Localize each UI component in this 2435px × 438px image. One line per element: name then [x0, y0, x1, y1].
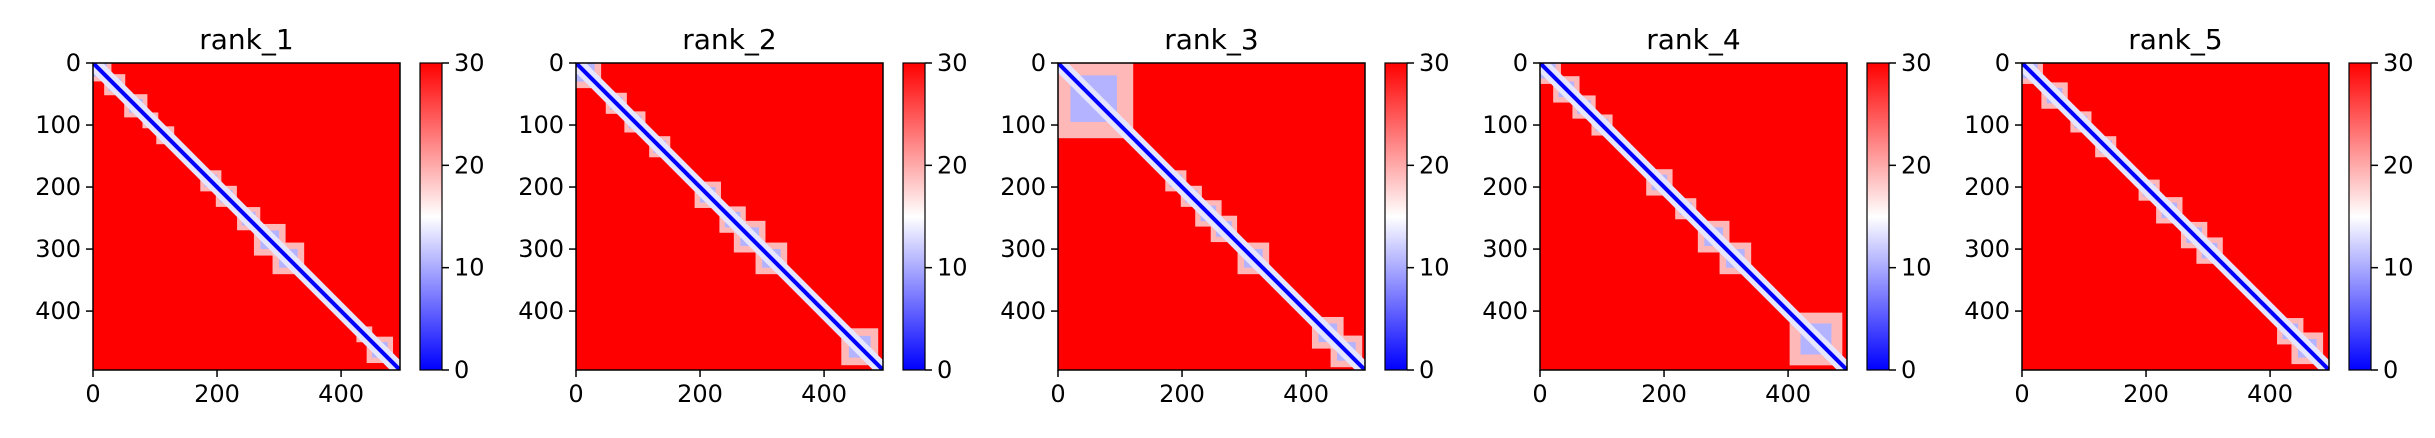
colorbar-tick-label: 20 [937, 151, 968, 179]
axes-frame [1539, 62, 1848, 371]
y-tick-label: 100 [1482, 111, 1528, 139]
x-tick-label: 0 [2014, 380, 2029, 408]
heatmap-diagonal [1540, 63, 1847, 370]
y-tick-label: 400 [1482, 297, 1528, 325]
y-tick-label: 400 [1000, 297, 1046, 325]
heatmap-panel: rank_3 0 200 400 0 100 200 300 400 0 10 20 30 [1000, 23, 1449, 408]
axes-frame [2021, 62, 2330, 371]
colorbar-tick-label: 20 [1419, 151, 1450, 179]
axes-frame [92, 62, 401, 371]
colorbar-tick-label: 0 [2383, 356, 2398, 384]
heatmap-panel: rank_2 0 200 400 0 100 200 300 400 0 10 20 30 [518, 23, 967, 408]
heatmap-diagonal [1058, 63, 1365, 370]
y-tick-label: 300 [1000, 235, 1046, 263]
y-tick-label: 200 [1000, 173, 1046, 201]
colorbar-tick-label: 30 [1901, 49, 1932, 77]
heatmap-diagonal [2022, 63, 2329, 370]
colorbar-tick-label: 10 [1901, 254, 1932, 282]
heatmap-cells [93, 63, 400, 370]
y-tick-label: 400 [1964, 297, 2010, 325]
y-tick-label: 100 [35, 111, 81, 139]
x-tick-label: 400 [801, 380, 847, 408]
y-tick-label: 400 [35, 297, 81, 325]
colorbar-tick-label: 10 [454, 254, 485, 282]
colorbar [1384, 62, 1408, 371]
y-tick-label: 400 [518, 297, 564, 325]
heatmap-cells [1058, 63, 1365, 370]
colorbar-tick-label: 20 [1901, 151, 1932, 179]
y-tick-label: 0 [1513, 49, 1528, 77]
chart-title: rank_2 [682, 23, 776, 56]
colorbar-tick-label: 30 [1419, 49, 1450, 77]
y-tick-label: 300 [518, 235, 564, 263]
chart-title: rank_5 [2128, 23, 2222, 56]
colorbar-tick-label: 10 [937, 254, 968, 282]
heatmap-cells [576, 63, 883, 370]
colorbar-tick-label: 10 [2383, 254, 2414, 282]
colorbar-tick-label: 0 [1901, 356, 1916, 384]
y-tick-label: 200 [1964, 173, 2010, 201]
colorbar-tick-label: 10 [1419, 254, 1450, 282]
y-tick-label: 200 [518, 173, 564, 201]
colorbar [902, 62, 926, 371]
x-tick-label: 200 [677, 380, 723, 408]
heatmap-cells [1540, 63, 1847, 370]
heatmap-panel: rank_1 0 200 400 0 100 200 300 400 0 10 20 30 [35, 23, 484, 408]
heatmap-cells [2022, 63, 2329, 370]
y-tick-label: 200 [35, 173, 81, 201]
x-tick-label: 0 [568, 380, 583, 408]
y-tick-label: 100 [518, 111, 564, 139]
colorbar-tick-label: 0 [1419, 356, 1434, 384]
colorbar [2348, 62, 2372, 371]
y-tick-label: 100 [1964, 111, 2010, 139]
chart-title: rank_4 [1646, 23, 1740, 56]
x-tick-label: 400 [1283, 380, 1329, 408]
y-tick-label: 0 [66, 49, 81, 77]
x-tick-label: 0 [1050, 380, 1065, 408]
x-tick-label: 400 [1765, 380, 1811, 408]
y-tick-label: 300 [1964, 235, 2010, 263]
x-tick-label: 200 [1641, 380, 1687, 408]
colorbar-tick-label: 0 [937, 356, 952, 384]
y-tick-label: 0 [549, 49, 564, 77]
x-tick-label: 200 [1159, 380, 1205, 408]
chart-title: rank_3 [1164, 23, 1258, 56]
axes-frame [1057, 62, 1366, 371]
heatmap-panel: rank_5 0 200 400 0 100 200 300 400 0 10 20 30 [1964, 23, 2413, 408]
y-tick-label: 100 [1000, 111, 1046, 139]
y-tick-label: 300 [1482, 235, 1528, 263]
colorbar-tick-label: 30 [937, 49, 968, 77]
x-tick-label: 200 [2123, 380, 2169, 408]
x-tick-label: 400 [2247, 380, 2293, 408]
colorbar-tick-label: 30 [454, 49, 485, 77]
chart-title: rank_1 [199, 23, 293, 56]
x-tick-label: 400 [318, 380, 364, 408]
colorbar [419, 62, 443, 371]
colorbar-tick-label: 30 [2383, 49, 2414, 77]
axes-frame [575, 62, 884, 371]
y-tick-label: 0 [1031, 49, 1046, 77]
colorbar [1866, 62, 1890, 371]
y-tick-label: 0 [1995, 49, 2010, 77]
x-tick-label: 200 [194, 380, 240, 408]
heatmap-panel: rank_4 0 200 400 0 100 200 300 400 0 10 20 30 [1482, 23, 1931, 408]
colorbar-tick-label: 20 [2383, 151, 2414, 179]
heatmap-diagonal [576, 63, 883, 370]
heatmap-diagonal [93, 63, 400, 370]
y-tick-label: 200 [1482, 173, 1528, 201]
y-tick-label: 300 [35, 235, 81, 263]
x-tick-label: 0 [1532, 380, 1547, 408]
x-tick-label: 0 [85, 380, 100, 408]
colorbar-tick-label: 20 [454, 151, 485, 179]
colorbar-tick-label: 0 [454, 356, 469, 384]
